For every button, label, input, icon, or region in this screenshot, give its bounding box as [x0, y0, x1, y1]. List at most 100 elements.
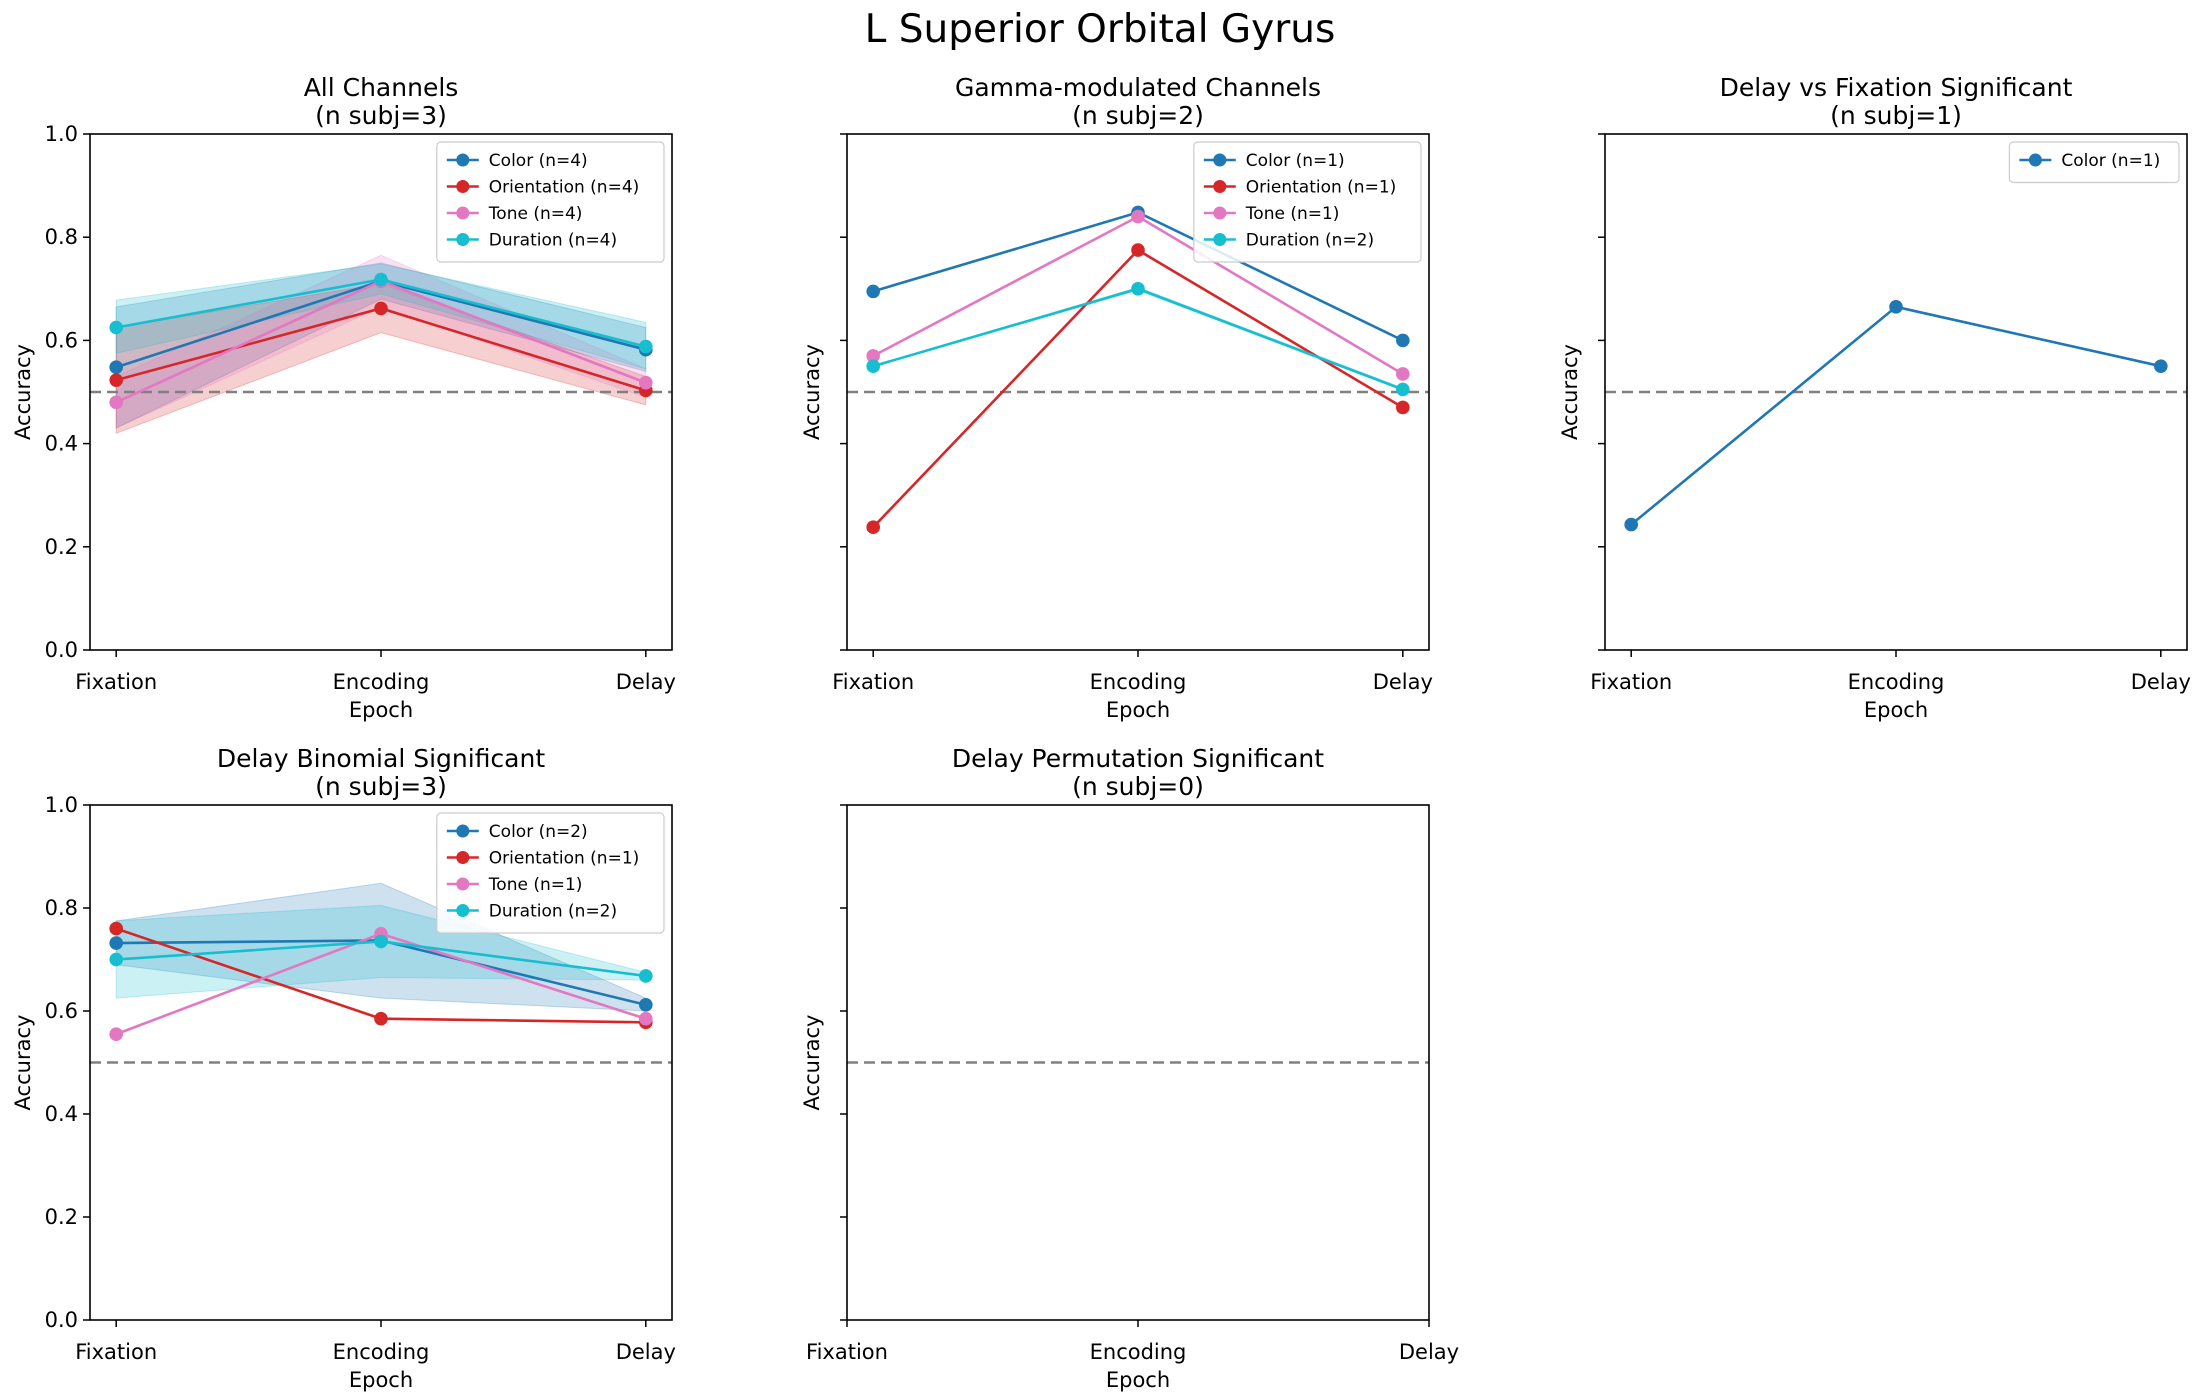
y-axis-label: Accuracy — [1558, 344, 1582, 440]
legend-label: Tone (n=1) — [1245, 204, 1340, 224]
y-tick-label: 0.4 — [45, 1102, 78, 1126]
x-tick-label: Encoding — [1848, 670, 1945, 694]
subplot-subtitle: (n subj=3) — [315, 101, 447, 130]
subplot-subtitle: (n subj=3) — [315, 772, 447, 801]
legend-marker-color — [1213, 153, 1227, 167]
legend-marker-tone — [456, 877, 470, 891]
data-point-color — [1396, 333, 1410, 348]
legend-label: Color (n=2) — [489, 822, 588, 842]
axes-frame — [89, 804, 673, 1321]
subplot-4: Delay Binomial Significant(n subj=3) Epoc… — [11, 744, 676, 1392]
x-tick-label: Delay — [616, 1340, 676, 1364]
data-point-duration — [866, 359, 880, 374]
y-tick-label: 0.8 — [45, 896, 78, 920]
x-tick-label: Delay — [616, 670, 676, 694]
data-point-tone — [866, 349, 880, 363]
axes-frame — [846, 804, 1430, 1321]
x-axis-label: Epoch — [349, 698, 413, 722]
figure-title: L Superior Orbital Gyrus — [865, 7, 1336, 52]
legend-label: Duration (n=4) — [489, 231, 617, 251]
data-point-color — [866, 284, 880, 299]
data-point-tone — [109, 1027, 123, 1041]
subplot-1: All Channels(n subj=3) Epoch Accuracy 0.0 0.… — [11, 73, 676, 722]
subplot-title: Delay Permutation Significant — [952, 744, 1324, 773]
subplot-title: Gamma-modulated Channels — [955, 73, 1321, 102]
legend-box — [1193, 141, 1422, 263]
data-point-color — [1624, 517, 1638, 532]
data-point-color — [639, 998, 653, 1012]
x-tick-label: Encoding — [333, 1340, 430, 1364]
x-axis-label: Epoch — [349, 1368, 413, 1392]
panels: All Channels(n subj=3)EpochAccuracy0.00.… — [11, 73, 2191, 1392]
y-tick-label: 0.8 — [45, 225, 78, 249]
x-tick-label: Fixation — [832, 670, 914, 694]
legend: Color (n=4) Orientation (n=4) Tone (n=4) Du… — [436, 141, 665, 263]
data-point-color — [1889, 300, 1903, 314]
legend-marker-duration — [1213, 233, 1227, 246]
x-tick-label: Delay — [1373, 670, 1433, 694]
data-point-duration — [1131, 282, 1145, 296]
x-tick-label: Encoding — [1090, 670, 1187, 694]
data-point-duration — [639, 339, 653, 354]
data-point-tone — [109, 395, 123, 410]
legend-label: Color (n=1) — [1246, 151, 1345, 171]
x-tick-label: Fixation — [1590, 670, 1672, 694]
data-point-orientation — [1131, 243, 1145, 257]
x-tick-label: Delay — [2131, 670, 2191, 694]
legend: Color (n=2) Orientation (n=1) Tone (n=1) Du… — [436, 812, 665, 934]
y-axis-label: Accuracy — [800, 1015, 824, 1111]
y-tick-label: 1.0 — [45, 793, 78, 817]
legend-marker-orientation — [456, 180, 470, 193]
legend-label: Orientation (n=1) — [489, 849, 639, 869]
data-point-color — [2154, 359, 2168, 374]
x-tick-label: Fixation — [806, 1340, 888, 1364]
y-tick-label: 1.0 — [45, 122, 78, 146]
data-point-duration — [374, 272, 388, 287]
legend-marker-orientation — [456, 851, 470, 864]
subplot-subtitle: (n subj=1) — [1830, 101, 1962, 130]
legend-label: Tone (n=1) — [488, 875, 583, 895]
data-point-orientation — [374, 301, 388, 316]
series-line-duration — [872, 287, 1404, 391]
axes-frame — [89, 133, 673, 651]
data-point-orientation — [109, 373, 123, 387]
subplot-title: All Channels — [304, 73, 459, 102]
data-point-tone — [1396, 367, 1410, 381]
legend-marker-duration — [456, 904, 470, 917]
y-axis-label: Accuracy — [800, 344, 824, 440]
legend: Color (n=1) Orientation (n=1) Tone (n=1) Du… — [1193, 141, 1422, 263]
x-tick-label: Encoding — [333, 670, 430, 694]
subplot-subtitle: (n subj=0) — [1072, 772, 1204, 801]
legend-marker-color — [2028, 153, 2042, 167]
data-point-orientation — [374, 1011, 388, 1026]
legend-label: Color (n=1) — [2061, 151, 2160, 171]
data-point-tone — [639, 1011, 653, 1026]
data-point-orientation — [109, 921, 123, 936]
x-tick-label: Encoding — [1090, 1340, 1187, 1364]
subplot-subtitle: (n subj=2) — [1072, 101, 1204, 130]
subplot-3: Delay vs Fixation Significant(n subj=1) E… — [1558, 73, 2191, 722]
legend-marker-color — [456, 824, 470, 838]
data-point-duration — [109, 952, 123, 967]
subplot-title: Delay vs Fixation Significant — [1720, 73, 2073, 102]
data-point-duration — [109, 320, 123, 335]
x-axis-label: Epoch — [1106, 698, 1170, 722]
subplot-5: Delay Permutation Significant(n subj=0) E… — [800, 744, 1459, 1392]
data-point-duration — [639, 969, 653, 983]
legend-label: Duration (n=2) — [1246, 231, 1374, 251]
data-point-color — [109, 360, 123, 375]
axes-frame — [1604, 133, 2188, 651]
legend-marker-tone — [1213, 206, 1227, 220]
axes-frame — [846, 133, 1430, 651]
legend-marker-color — [456, 153, 470, 167]
legend-label: Duration (n=2) — [489, 902, 617, 922]
subplot-2: Gamma-modulated Channels(n subj=2) Epoch A… — [800, 73, 1433, 722]
data-point-color — [109, 936, 123, 950]
legend-marker-duration — [456, 233, 470, 246]
legend-box — [436, 812, 665, 934]
x-tick-label: Fixation — [75, 1340, 157, 1364]
x-tick-label: Delay — [1399, 1340, 1459, 1364]
data-point-orientation — [866, 520, 880, 534]
legend: Color (n=1) — [2008, 141, 2180, 184]
